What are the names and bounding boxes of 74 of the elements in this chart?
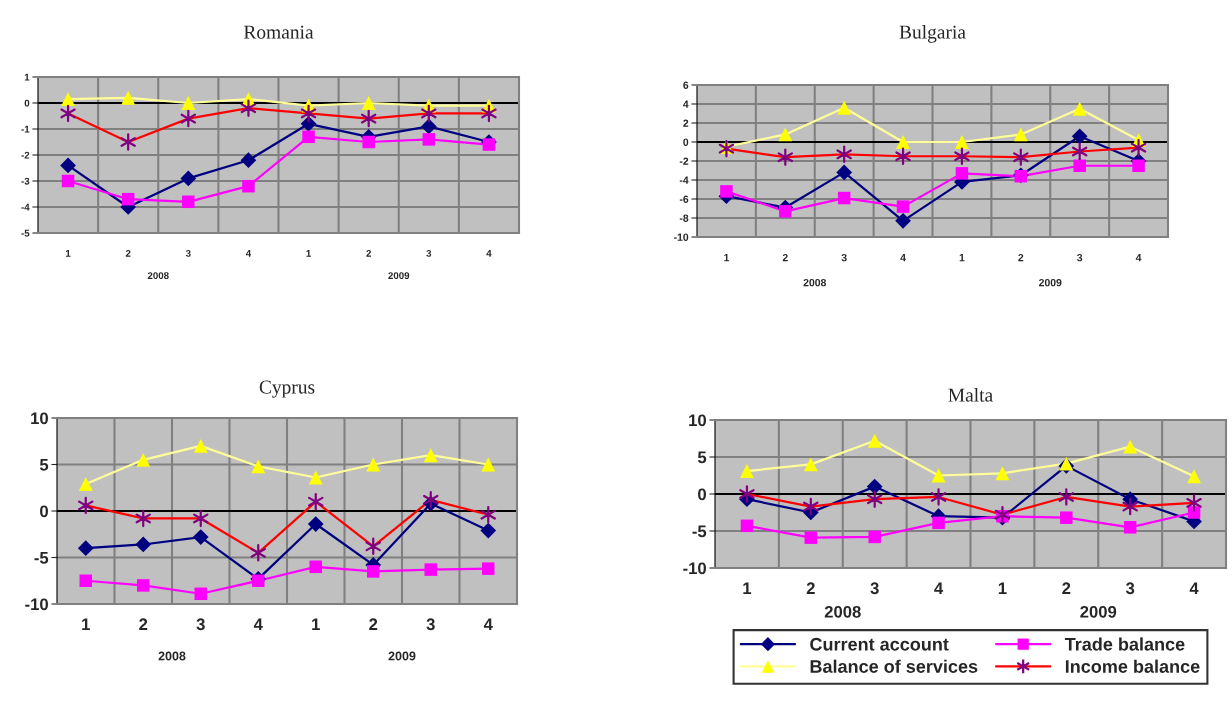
y-tick-label: -5 (692, 525, 707, 538)
x-tick-label: 3 (1125, 582, 1135, 595)
x-tick-label: 1 (306, 250, 311, 257)
x-tick-label: 4 (1189, 582, 1199, 594)
x-tick-label: 1 (312, 618, 320, 630)
x-tick-label: 1 (959, 254, 965, 262)
x-tick-label: 2 (139, 618, 148, 630)
x-tick-label: 2 (369, 618, 378, 630)
x-tick-label: 2 (366, 249, 371, 257)
x-tick-label: 1 (65, 250, 71, 257)
x-tick-label: 4 (253, 618, 263, 630)
x-tick-label: 4 (1135, 254, 1142, 262)
text: 2008 (803, 278, 827, 287)
y-tick-label: 0 (698, 488, 706, 501)
y-tick-label: -5 (34, 552, 49, 564)
y-tick-label: -4 (679, 176, 689, 184)
text: 2009 (388, 272, 410, 280)
x-tick-label: 1 (82, 618, 90, 630)
y-tick-label: -10 (674, 233, 689, 241)
legend-label: Income balance (1065, 659, 1200, 673)
x-tick-label: 3 (841, 253, 847, 262)
x-tick-label: 4 (486, 250, 492, 257)
text: 2009 (1039, 278, 1062, 287)
y-tick-label: -6 (679, 195, 689, 203)
x-tick-label: 2 (1062, 582, 1071, 594)
text: 2008 (158, 651, 186, 661)
y-tick-label: -8 (679, 214, 689, 222)
x-tick-label: 3 (870, 582, 879, 595)
y-tick-label: 1 (24, 73, 30, 81)
x-tick-label: 2 (806, 582, 815, 594)
chart-title: Bulgaria (899, 25, 966, 43)
chart-title: Cyprus (259, 380, 315, 398)
legend-label: Trade balance (1064, 637, 1185, 651)
x-tick-label: 2 (125, 249, 131, 257)
x-tick-label: 4 (934, 582, 944, 594)
chart-title: Malta (948, 388, 993, 402)
x-tick-label: 2 (782, 253, 788, 262)
y-tick-label: -1 (21, 125, 30, 133)
x-tick-label: 3 (1077, 253, 1083, 262)
y-tick-label: -2 (679, 157, 689, 165)
y-tick-label: -10 (683, 562, 706, 575)
text: 2009 (388, 651, 416, 661)
y-tick-label: 0 (24, 99, 30, 107)
x-tick-label: 3 (426, 249, 432, 257)
y-tick-label: -10 (25, 598, 48, 611)
x-tick-label: 4 (245, 250, 252, 257)
y-tick-label: 5 (39, 459, 49, 471)
chart-title: Romania (243, 25, 314, 39)
y-tick-label: 2 (683, 119, 689, 127)
x-tick-label: 3 (185, 249, 191, 257)
legend-label: Balance of services (810, 659, 978, 673)
text: 2009 (1080, 605, 1117, 618)
y-tick-label: -2 (21, 151, 30, 159)
x-tick-label: 1 (724, 254, 730, 262)
legend-label: Current account (810, 637, 949, 651)
y-tick-label: 0 (683, 138, 689, 146)
x-tick-label: 1 (998, 582, 1007, 594)
text: 2008 (147, 272, 169, 280)
y-tick-label: 10 (689, 414, 706, 427)
y-tick-label: 4 (683, 100, 689, 108)
x-tick-label: 3 (196, 618, 205, 631)
y-tick-label: -3 (21, 177, 30, 185)
x-tick-label: 1 (743, 582, 752, 594)
y-tick-label: 6 (683, 81, 689, 89)
y-tick-label: 5 (697, 451, 707, 464)
x-tick-label: 4 (900, 254, 906, 262)
text: 2008 (824, 605, 861, 618)
y-tick-label: -4 (21, 203, 30, 211)
y-tick-label: -5 (21, 229, 30, 237)
y-tick-label: 0 (40, 505, 48, 518)
x-tick-label: 3 (426, 618, 435, 631)
x-tick-label: 2 (1018, 253, 1024, 262)
y-tick-label: 10 (31, 412, 48, 425)
x-tick-label: 4 (483, 618, 493, 630)
